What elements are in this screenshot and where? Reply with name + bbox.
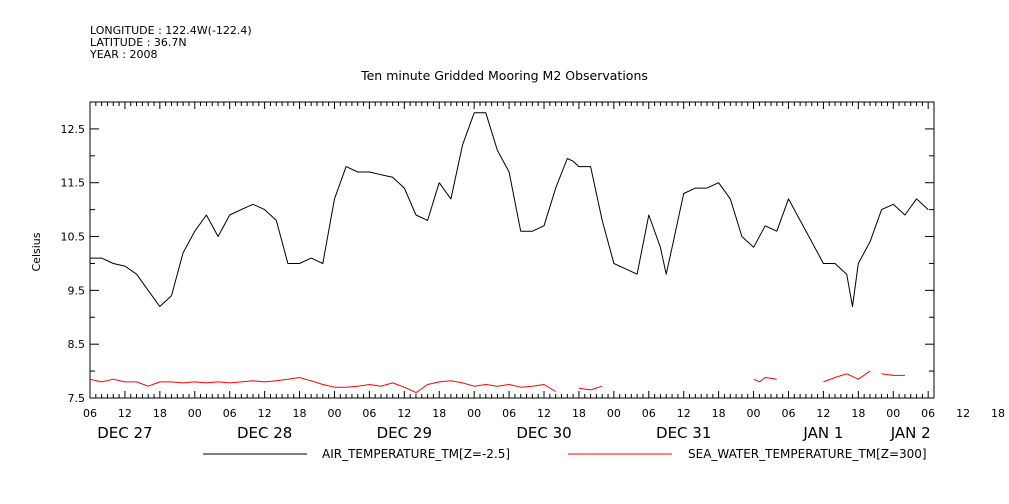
y-tick-label: 7.5 (68, 392, 86, 405)
x-day-label: JAN 2 (890, 424, 931, 442)
x-day-label: JAN 1 (802, 424, 843, 442)
x-tick-label: 06 (921, 407, 935, 420)
axis-labels: 06 12 18 00 06 12 18 00 06 12 18 00 06 12 18 00 06 12 18 00… (61, 123, 1006, 442)
series-group (89, 112, 929, 394)
y-tick-label: 11.5 (61, 177, 86, 190)
series-line-2 (881, 373, 905, 376)
x-day-label: DEC 31 (656, 424, 711, 442)
year-label: YEAR : 2008 (90, 48, 158, 61)
x-tick-label: 00 (747, 407, 761, 420)
series-line-2 (753, 377, 777, 383)
x-tick-label: 06 (502, 407, 516, 420)
x-day-label: DEC 30 (516, 424, 571, 442)
series-line-2 (578, 385, 603, 391)
x-tick-label: 00 (886, 407, 900, 420)
x-tick-label: 06 (83, 407, 97, 420)
x-tick-label: 00 (467, 407, 481, 420)
x-tick-label: 00 (188, 407, 202, 420)
x-tick-label: 12 (677, 407, 691, 420)
x-tick-label: 12 (816, 407, 830, 420)
x-tick-label: 18 (432, 407, 446, 420)
axis-ticks (89, 101, 935, 399)
x-tick-label: 00 (327, 407, 341, 420)
series-line-2 (89, 377, 556, 394)
x-tick-label: 06 (642, 407, 656, 420)
longitude-label: LONGITUDE : 122.4W(-122.4) (90, 24, 252, 37)
x-day-label: DEC 28 (237, 424, 292, 442)
x-tick-label: 12 (118, 407, 132, 420)
x-tick-label: 18 (572, 407, 586, 420)
y-tick-label: 10.5 (61, 231, 86, 244)
latitude-label: LATITUDE : 36.7N (90, 36, 187, 49)
x-tick-label: 12 (956, 407, 970, 420)
legend-label: SEA_WATER_TEMPERATURE_TM[Z=300] (688, 447, 927, 461)
y-tick-label: 8.5 (68, 338, 86, 351)
x-tick-label: 18 (991, 407, 1005, 420)
series-line-2 (823, 370, 871, 383)
x-tick-label: 12 (537, 407, 551, 420)
y-tick-label: 12.5 (61, 123, 86, 136)
x-tick-label: 18 (293, 407, 307, 420)
x-tick-label: 00 (607, 407, 621, 420)
plot-frame (89, 101, 935, 399)
chart-title: Ten minute Gridded Mooring M2 Observatio… (361, 68, 648, 83)
y-tick-label: 9.5 (68, 284, 86, 297)
x-tick-label: 12 (397, 407, 411, 420)
x-tick-label: 06 (223, 407, 237, 420)
x-tick-label: 18 (851, 407, 865, 420)
x-tick-label: 18 (153, 407, 167, 420)
legend: AIR_TEMPERATURE_TM[Z=-2.5] SEA_WATER_TEMP… (203, 447, 927, 461)
x-day-label: DEC 29 (377, 424, 432, 442)
legend-label: AIR_TEMPERATURE_TM[Z=-2.5] (322, 447, 510, 461)
x-tick-label: 06 (781, 407, 795, 420)
x-tick-label: 06 (362, 407, 376, 420)
series-line-1 (90, 112, 929, 307)
x-tick-label: 12 (258, 407, 272, 420)
y-axis-label: Celsius (30, 232, 43, 271)
x-tick-label: 18 (712, 407, 726, 420)
x-day-label: DEC 27 (97, 424, 152, 442)
